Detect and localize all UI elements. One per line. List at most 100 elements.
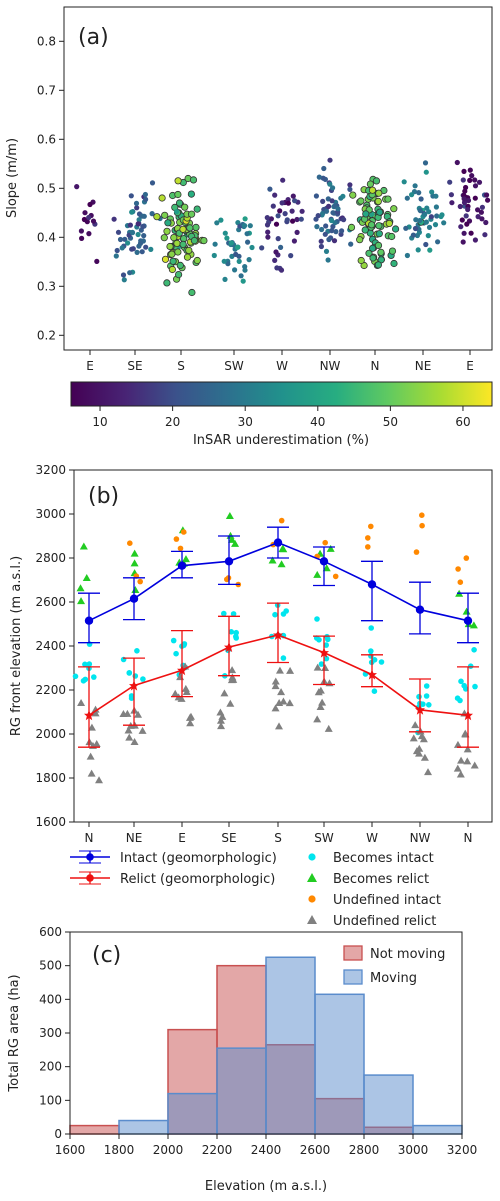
scatter-point <box>227 535 236 543</box>
scatter-point <box>314 224 320 230</box>
scatter-point <box>212 241 218 247</box>
scatter-point <box>361 226 369 234</box>
scatter-point <box>193 205 201 213</box>
histogram-bar <box>69 1124 120 1135</box>
legend-label: Relict (geomorphologic) <box>120 872 275 887</box>
scatter-point <box>475 214 481 220</box>
scatter-point <box>222 276 228 282</box>
scatter-point <box>294 216 300 223</box>
legend-marker <box>86 874 94 882</box>
panel-c-histogram: (c) Total RG area (ha) Elevation (m a.s.… <box>7 925 477 1194</box>
scatter-point <box>375 189 383 197</box>
scatter-point <box>143 196 149 202</box>
scatter-point <box>133 200 140 206</box>
scatter-point <box>325 257 331 263</box>
scatter-point <box>149 211 155 217</box>
scatter-point <box>366 180 374 188</box>
scatter-point <box>275 236 281 242</box>
scatter-point <box>319 226 325 233</box>
scatter-point <box>424 205 430 211</box>
colorbar-tick-label: 20 <box>165 415 180 429</box>
scatter-point <box>111 216 117 222</box>
scatter-point <box>288 253 294 259</box>
scatter-point <box>320 175 326 181</box>
scatter-point <box>272 611 278 618</box>
scatter-point <box>119 245 125 251</box>
scatter-point <box>277 688 286 696</box>
scatter-point <box>277 560 286 568</box>
scatter-point <box>82 573 91 581</box>
scatter-point <box>173 239 181 247</box>
scatter-point <box>461 196 467 202</box>
scatter-point <box>225 261 231 267</box>
scatter-point <box>142 191 148 198</box>
scatter-point <box>330 185 336 191</box>
scatter-point <box>268 556 277 564</box>
scatter-point <box>424 768 433 776</box>
scatter-point <box>148 246 154 252</box>
scatter-point <box>240 278 246 284</box>
scatter-point <box>472 183 479 189</box>
scatter-point <box>416 693 422 700</box>
scatter-point <box>273 221 280 227</box>
scatter-point <box>265 229 271 235</box>
scatter-point <box>242 223 248 229</box>
scatter-point <box>371 688 378 694</box>
series-marker <box>224 557 234 566</box>
scatter-point <box>326 236 332 243</box>
panel-c-axis-ticks: 0 100 200 300 400 500 600 1600 1800 2000 2200 2400 2… <box>39 925 477 1157</box>
scatter-point <box>423 241 429 248</box>
panel-b-line-chart: (b) RG front elevation (m a.s.l.) 1600 18… <box>9 463 493 929</box>
scatter-point <box>290 218 296 224</box>
panel-b-legend: Intact (geomorphologic) Relict (geomorpho… <box>70 850 441 929</box>
scatter-point <box>121 277 127 283</box>
panel-b-series-lines <box>78 526 479 748</box>
scatter-point <box>460 177 466 183</box>
scatter-point <box>416 190 422 196</box>
scatter-point <box>186 719 195 727</box>
scatter-point <box>149 180 156 186</box>
series-marker <box>367 580 377 589</box>
y-tick-label: 500 <box>39 959 62 973</box>
scatter-point <box>140 223 146 230</box>
scatter-point <box>453 740 462 748</box>
scatter-point <box>423 219 429 225</box>
scatter-point <box>332 573 339 580</box>
x-tick-label: SE <box>221 831 236 845</box>
scatter-point <box>271 682 280 690</box>
scatter-point <box>181 641 188 647</box>
scatter-point <box>284 217 290 223</box>
y-tick-label: 2200 <box>35 683 66 697</box>
scatter-point <box>318 243 324 250</box>
series-marker <box>319 557 329 566</box>
scatter-point <box>479 216 485 222</box>
x-tick-label: S <box>177 359 185 373</box>
scatter-point <box>374 261 382 269</box>
x-tick-label: 3000 <box>398 1143 429 1157</box>
panel-b-ylabel: RG front elevation (m a.s.l.) <box>9 556 24 736</box>
scatter-point <box>327 157 333 163</box>
panel-b-frame <box>73 469 493 823</box>
scatter-point <box>192 223 200 231</box>
scatter-point <box>216 708 225 716</box>
scatter-point <box>368 653 374 659</box>
x-tick-label: 2400 <box>251 1143 282 1157</box>
scatter-point <box>472 237 478 243</box>
scatter-point <box>277 208 283 214</box>
scatter-point <box>161 211 169 219</box>
scatter-point <box>137 578 143 585</box>
histogram-bar <box>118 1119 169 1135</box>
y-tick-label: 2800 <box>35 551 66 565</box>
panel-c-ylabel: Total RG area (ha) <box>7 974 22 1092</box>
y-tick-label: 100 <box>39 1093 62 1107</box>
scatter-point <box>339 228 345 234</box>
scatter-point <box>139 249 145 255</box>
scatter-point <box>438 213 444 220</box>
scatter-point <box>322 539 329 546</box>
y-tick-label: 0.3 <box>37 279 56 293</box>
colorbar-label: InSAR underestimation (%) <box>193 433 369 448</box>
scatter-point <box>141 233 147 239</box>
x-tick-label: W <box>276 359 288 373</box>
scatter-point <box>280 611 287 617</box>
scatter-point <box>280 177 286 183</box>
